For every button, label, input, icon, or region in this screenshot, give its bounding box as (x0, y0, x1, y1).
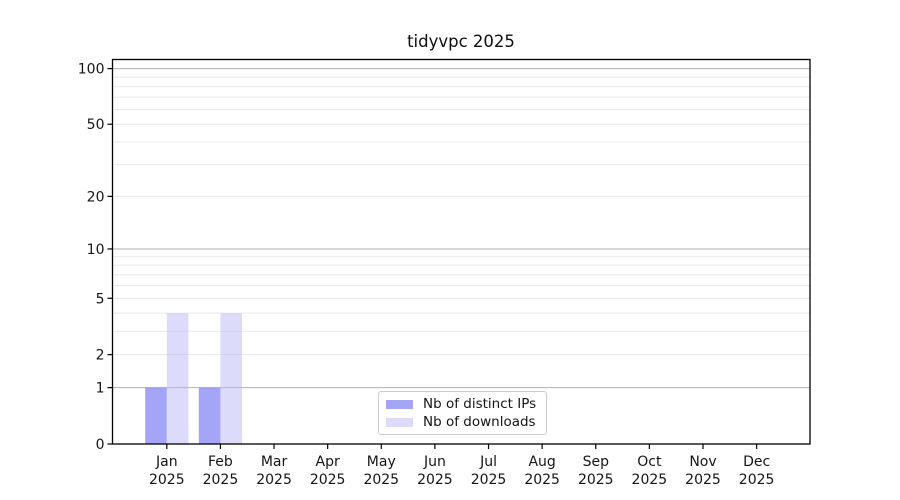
x-tick-label-year: 2025 (471, 472, 507, 488)
y-tick-label: 0 (96, 437, 105, 453)
x-tick-label-year: 2025 (310, 472, 346, 488)
x-tick-label-year: 2025 (739, 472, 775, 488)
x-tick-label-month: Sep (583, 454, 610, 470)
y-tick-label: 100 (78, 62, 105, 78)
bar-nb-of-downloads-feb (220, 313, 243, 444)
x-tick-label-month: Oct (637, 454, 662, 470)
x-tick-label-month: Dec (743, 454, 770, 470)
axis-ticks-and-labels: 0 1 2 5 10 20 50 100 Jan 2025 Feb 2025 Mar 2025 Apr 202… (78, 62, 775, 488)
plot-frame (111, 58, 811, 445)
y-tick-label: 50 (87, 117, 105, 133)
y-tick-label: 20 (87, 189, 105, 205)
legend-label-distinct-ips: Nb of distinct IPs (423, 396, 537, 412)
x-tick-label-month: Jun (423, 454, 446, 470)
x-tick-label-year: 2025 (524, 472, 560, 488)
legend-label-downloads: Nb of downloads (423, 414, 536, 430)
bar-nb-of-distinct-ips-jan (145, 387, 167, 444)
legend-item-distinct-ips: Nb of distinct IPs (386, 395, 536, 413)
x-tick-label-year: 2025 (578, 472, 614, 488)
gridlines (112, 68, 810, 389)
y-tick-label: 10 (87, 242, 105, 258)
x-tick-label-month: May (367, 454, 396, 470)
bars (145, 313, 243, 444)
y-tick-label: 2 (96, 348, 105, 364)
x-tick-label-year: 2025 (685, 472, 721, 488)
x-tick-label-year: 2025 (256, 472, 292, 488)
chart-title: tidyvpc 2025 (407, 32, 515, 51)
bar-nb-of-downloads-jan (166, 313, 189, 444)
x-tick-label-month: Jan (155, 454, 178, 470)
x-tick-label-month: Mar (261, 454, 288, 470)
legend-swatch-downloads (386, 417, 413, 427)
x-tick-label-year: 2025 (363, 472, 399, 488)
x-tick-label-year: 2025 (203, 472, 239, 488)
x-tick-label-month: Jul (479, 454, 497, 470)
legend: Nb of distinct IPs Nb of downloads (378, 391, 548, 435)
x-tick-label-year: 2025 (632, 472, 668, 488)
x-tick-label-year: 2025 (149, 472, 185, 488)
bar-nb-of-distinct-ips-feb (198, 387, 221, 444)
y-tick-label: 5 (96, 291, 105, 307)
x-tick-label-month: Feb (208, 454, 233, 470)
y-tick-label: 1 (96, 381, 105, 397)
x-tick-label-month: Aug (528, 454, 555, 470)
x-tick-label-year: 2025 (417, 472, 453, 488)
x-tick-label-month: Nov (689, 454, 716, 470)
legend-swatch-distinct-ips (386, 399, 413, 409)
x-tick-label-month: Apr (316, 454, 340, 470)
legend-item-downloads: Nb of downloads (386, 413, 536, 431)
